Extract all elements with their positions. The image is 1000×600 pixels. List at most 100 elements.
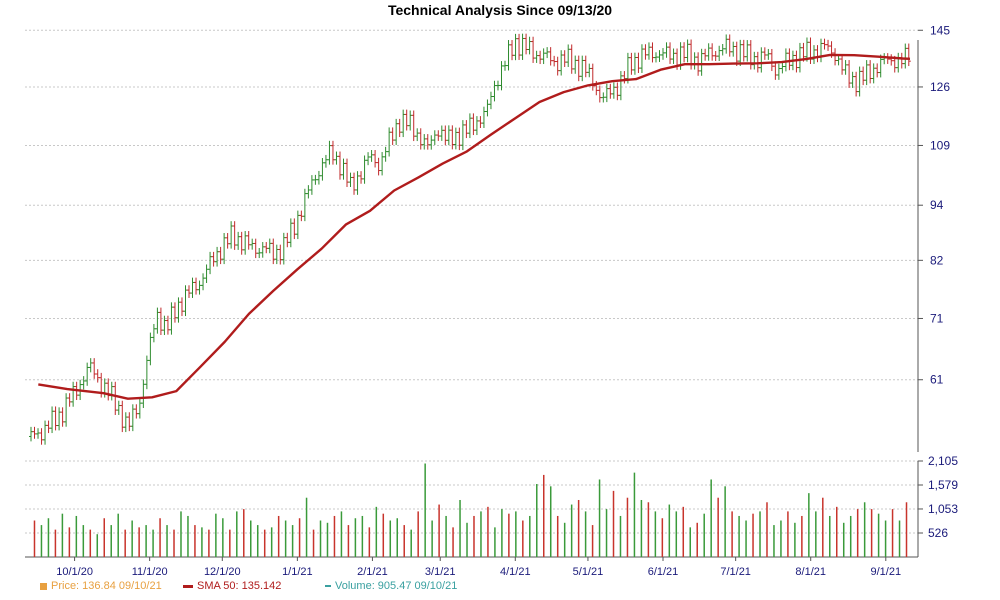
x-tick-label: 1/1/21 — [282, 566, 313, 578]
chart-title: Technical Analysis Since 09/13/20 — [387, 2, 613, 18]
volume-bar — [612, 490, 615, 557]
volume-bar — [905, 502, 908, 557]
volume-bar — [626, 497, 629, 557]
volume-bar — [145, 525, 147, 557]
volume-bar — [898, 520, 901, 557]
volume-bar — [424, 463, 426, 557]
volume-bar — [584, 511, 587, 557]
volume-bar — [780, 520, 782, 557]
x-tick-label: 12/1/20 — [204, 566, 241, 578]
volume-bar — [724, 486, 726, 557]
volume-bar — [661, 518, 664, 557]
x-tick-label: 11/1/20 — [132, 566, 168, 578]
volume-bar — [368, 527, 371, 557]
volume-tick-label: 2,105 — [928, 454, 958, 468]
volume-bar — [75, 515, 78, 557]
volume-bar — [884, 520, 887, 557]
price-tick-label: 61 — [930, 373, 944, 387]
volume-bar — [556, 515, 559, 557]
volume-bar — [870, 509, 873, 557]
legend-sma: SMA 50: 135.142 — [183, 580, 281, 592]
legend-price: Price: 136.84 09/10/21 — [40, 580, 162, 592]
volume-bar — [445, 515, 447, 557]
volume-bar — [877, 513, 880, 557]
volume-bar — [256, 525, 259, 557]
volume-bar — [417, 511, 419, 557]
volume-bar — [473, 515, 475, 557]
volume-bar — [794, 522, 796, 557]
volume-bar — [710, 479, 712, 557]
volume-bar — [717, 497, 719, 557]
volume-bar — [173, 529, 175, 557]
volume-bar — [201, 527, 203, 557]
volume-bar — [591, 525, 594, 557]
volume-bar — [577, 499, 580, 557]
volume-bar — [675, 511, 678, 557]
volume-bar — [640, 499, 643, 557]
volume-bar — [731, 511, 733, 557]
volume-bar — [801, 515, 803, 557]
volume-bar — [305, 497, 308, 557]
volume-bar — [284, 520, 287, 557]
volume-bar — [61, 513, 64, 557]
volume-bar — [605, 509, 608, 557]
volume-bar — [194, 525, 196, 557]
volume-bar — [250, 520, 252, 557]
x-tick-label: 2/1/21 — [357, 566, 388, 578]
volume-bar — [647, 502, 650, 557]
volume-bar — [515, 511, 517, 557]
volume-bar — [536, 484, 538, 557]
volume-bar — [326, 522, 329, 557]
volume-bar — [738, 515, 740, 557]
legend-volume-swatch — [325, 585, 331, 588]
volume-bar — [494, 527, 496, 557]
volume-bar — [263, 529, 266, 557]
volume-bar — [389, 520, 392, 557]
volume-bar — [361, 515, 364, 557]
volume-bar — [543, 474, 545, 557]
legend-volume: Volume: 905.47 09/10/21 — [325, 580, 457, 592]
volume-bar — [243, 509, 245, 557]
volume-bar — [333, 515, 336, 557]
volume-bar — [431, 520, 433, 557]
volume-bar — [117, 513, 119, 557]
price-tick-label: 145 — [930, 23, 950, 37]
volume-bar — [54, 529, 57, 557]
volume-bar — [752, 513, 754, 557]
volume-bar — [501, 509, 503, 557]
volume-bar — [152, 529, 154, 557]
volume-bar — [842, 522, 845, 557]
x-tick-label: 3/1/21 — [425, 566, 456, 578]
volume-bar — [836, 506, 838, 557]
volume-bar — [312, 529, 315, 557]
volume-bar — [236, 511, 238, 557]
volume-bar — [68, 527, 71, 557]
volume-bar — [410, 529, 412, 557]
volume-bar — [222, 518, 224, 557]
volume-bar — [549, 486, 552, 557]
price-tick-label: 94 — [930, 198, 944, 212]
volume-bar — [815, 511, 817, 557]
volume-bar — [103, 518, 105, 557]
volume-bar — [438, 504, 440, 557]
price-tick-label: 109 — [930, 138, 950, 152]
x-tick-label: 10/1/20 — [56, 566, 93, 578]
legend-volume-label: Volume: 905.47 09/10/21 — [335, 580, 458, 592]
volume-bar — [689, 527, 691, 557]
volume-bar — [382, 513, 385, 557]
legend-price-swatch — [40, 582, 47, 590]
volume-bar — [403, 525, 405, 557]
x-tick-label: 5/1/21 — [573, 566, 604, 578]
volume-bar — [159, 518, 161, 557]
x-tick-label: 7/1/21 — [720, 566, 751, 578]
volume-bar — [208, 529, 210, 557]
price-tick-label: 82 — [930, 253, 944, 267]
volume-bar — [298, 518, 301, 557]
volume-bar — [291, 525, 294, 557]
volume-bar — [633, 472, 636, 557]
volume-bar — [82, 525, 85, 557]
volume-bar — [745, 520, 747, 557]
volume-bar — [96, 534, 99, 557]
sma-line — [38, 53, 911, 400]
volume-bar — [319, 520, 322, 557]
